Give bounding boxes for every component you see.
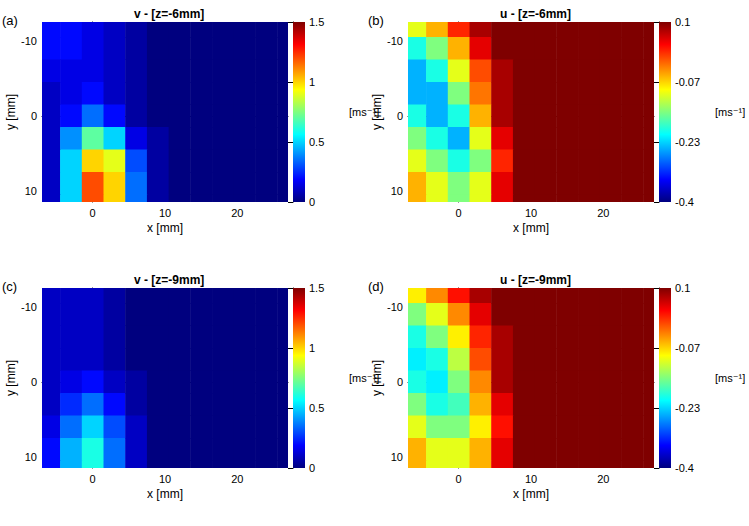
svg-text:10: 10 xyxy=(159,473,171,485)
svg-text:0.1: 0.1 xyxy=(675,282,690,294)
svg-text:20: 20 xyxy=(231,207,243,219)
svg-text:0: 0 xyxy=(31,110,37,122)
svg-text:[ms⁻¹]: [ms⁻¹] xyxy=(349,372,380,384)
svg-text:[ms⁻¹]: [ms⁻¹] xyxy=(715,372,745,384)
svg-text:0: 0 xyxy=(397,110,403,122)
svg-text:(d): (d) xyxy=(368,279,384,294)
svg-text:(a): (a) xyxy=(2,13,18,28)
svg-text:v - [z=-9mm]: v - [z=-9mm] xyxy=(134,273,204,287)
svg-text:1.5: 1.5 xyxy=(309,16,324,28)
svg-text:20: 20 xyxy=(597,207,609,219)
svg-text:-0.4: -0.4 xyxy=(675,462,694,474)
svg-text:-10: -10 xyxy=(21,35,37,47)
svg-text:(c): (c) xyxy=(2,279,17,294)
svg-text:y [mm]: y [mm] xyxy=(370,360,384,396)
svg-text:y [mm]: y [mm] xyxy=(4,360,18,396)
svg-text:10: 10 xyxy=(525,207,537,219)
svg-text:-0.07: -0.07 xyxy=(675,76,700,88)
svg-text:0.1: 0.1 xyxy=(675,16,690,28)
svg-text:0.5: 0.5 xyxy=(309,402,324,414)
svg-text:y [mm]: y [mm] xyxy=(370,94,384,130)
svg-text:[ms⁻¹]: [ms⁻¹] xyxy=(349,106,380,118)
svg-text:10: 10 xyxy=(159,207,171,219)
svg-text:0: 0 xyxy=(90,207,96,219)
svg-text:0.5: 0.5 xyxy=(309,136,324,148)
svg-text:u - [z=-9mm]: u - [z=-9mm] xyxy=(500,273,571,287)
svg-text:(b): (b) xyxy=(368,13,384,28)
svg-text:20: 20 xyxy=(597,473,609,485)
svg-text:0: 0 xyxy=(309,462,315,474)
svg-text:-10: -10 xyxy=(387,301,403,313)
svg-text:0: 0 xyxy=(397,376,403,388)
svg-text:1.5: 1.5 xyxy=(309,282,324,294)
svg-text:1: 1 xyxy=(309,342,315,354)
svg-text:20: 20 xyxy=(231,473,243,485)
svg-text:-10: -10 xyxy=(387,35,403,47)
svg-text:1: 1 xyxy=(309,76,315,88)
svg-text:[ms⁻¹]: [ms⁻¹] xyxy=(715,106,745,118)
svg-text:-0.23: -0.23 xyxy=(675,402,700,414)
svg-text:y [mm]: y [mm] xyxy=(4,94,18,130)
svg-text:x [mm]: x [mm] xyxy=(513,487,549,501)
svg-text:0: 0 xyxy=(90,473,96,485)
svg-text:10: 10 xyxy=(25,451,37,463)
svg-text:-10: -10 xyxy=(21,301,37,313)
svg-text:0: 0 xyxy=(31,376,37,388)
svg-text:0: 0 xyxy=(456,207,462,219)
svg-text:0: 0 xyxy=(309,196,315,208)
svg-text:x [mm]: x [mm] xyxy=(147,487,183,501)
svg-text:-0.07: -0.07 xyxy=(675,342,700,354)
svg-text:u - [z=-6mm]: u - [z=-6mm] xyxy=(500,7,571,21)
svg-text:v - [z=-6mm]: v - [z=-6mm] xyxy=(134,7,204,21)
svg-text:0: 0 xyxy=(456,473,462,485)
svg-text:-0.23: -0.23 xyxy=(675,136,700,148)
svg-text:-0.4: -0.4 xyxy=(675,196,694,208)
svg-text:10: 10 xyxy=(391,185,403,197)
svg-text:x [mm]: x [mm] xyxy=(147,221,183,235)
svg-text:10: 10 xyxy=(25,185,37,197)
svg-text:10: 10 xyxy=(525,473,537,485)
svg-text:10: 10 xyxy=(391,451,403,463)
svg-text:x [mm]: x [mm] xyxy=(513,221,549,235)
